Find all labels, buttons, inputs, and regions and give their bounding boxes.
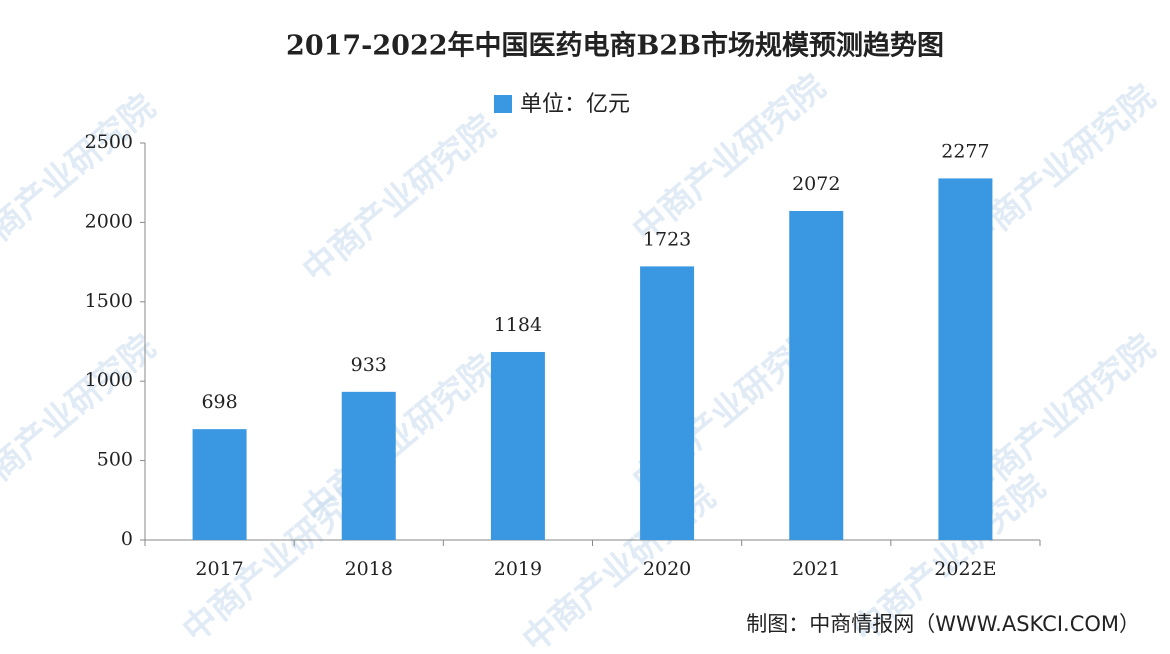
legend-label: 单位：亿元 [520, 92, 630, 117]
data-label: 1184 [494, 314, 542, 336]
y-tick-label: 2500 [85, 131, 133, 153]
x-tick-label: 2021 [792, 558, 840, 580]
watermark: 中商产业研究院 [295, 347, 503, 531]
chart-title: 2017-2022年中国医药电商B2B市场规模预测趋势图 [286, 30, 944, 62]
y-tick-label: 1500 [85, 290, 133, 312]
x-tick-label: 2020 [643, 558, 691, 580]
watermark: 中商产业研究院 [0, 87, 163, 271]
y-tick-label: 0 [121, 528, 133, 550]
bar [341, 391, 396, 540]
watermark: 中商产业研究院 [0, 327, 163, 511]
data-label: 1723 [643, 228, 691, 250]
data-label: 698 [201, 391, 237, 413]
bar [490, 351, 545, 540]
y-tick-label: 500 [97, 449, 133, 471]
x-tick-label: 2018 [345, 558, 393, 580]
bar [640, 266, 695, 540]
plot: 0 500 1000 1500 2000 2500 2017 698 2018 933 2019 11… [85, 131, 1041, 580]
data-label: 933 [351, 354, 387, 376]
legend-swatch [494, 95, 512, 113]
y-tick-label: 2000 [85, 210, 133, 232]
data-label: 2072 [792, 173, 840, 195]
source-note: 制图：中商情报网（WWW.ASKCI.COM） [746, 612, 1140, 636]
x-tick-label: 2017 [195, 558, 243, 580]
bar [192, 429, 247, 540]
x-tick-label: 2022E [934, 558, 996, 580]
watermark: 中商产业研究院 [295, 107, 503, 291]
x-tick-label: 2019 [494, 558, 542, 580]
bar [789, 210, 844, 540]
data-label: 2277 [941, 140, 989, 162]
bar [938, 178, 993, 540]
y-tick-label: 1000 [85, 369, 133, 391]
